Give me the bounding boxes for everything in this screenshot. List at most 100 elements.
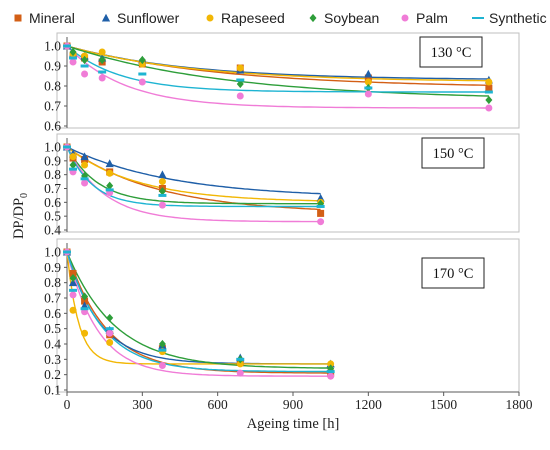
data-point-rapeseed <box>98 48 106 56</box>
data-point-mineral <box>364 74 372 82</box>
data-point-palm <box>98 74 106 82</box>
y-tick-label: 0.4 <box>44 223 61 238</box>
data-point-soybean <box>138 55 146 65</box>
data-point-synthetic <box>98 70 107 74</box>
legend-item-rapeseed: Rapeseed <box>206 10 285 26</box>
trend-line-rapeseed <box>66 251 331 365</box>
data-point-palm <box>69 58 77 66</box>
data-point-synthetic <box>69 288 78 292</box>
y-axis-label-main: DP/DP <box>11 198 27 239</box>
y-tick-label: 1.0 <box>44 245 61 260</box>
data-point-soybean <box>158 339 166 349</box>
data-point-soybean <box>158 187 166 196</box>
legend-label-rapeseed: Rapeseed <box>221 10 285 26</box>
data-point-soybean <box>106 181 114 190</box>
data-point-soybean <box>81 55 89 65</box>
data-point-synthetic <box>158 193 167 197</box>
data-point-sunflower <box>105 159 114 168</box>
y-tick-label: 0.5 <box>44 321 61 336</box>
trend-line-rapeseed <box>66 45 489 82</box>
data-point-palm <box>485 104 493 112</box>
trend-line-soybean <box>66 45 489 97</box>
data-point-mineral <box>317 209 325 217</box>
data-point-palm <box>317 218 325 226</box>
data-point-synthetic <box>63 145 71 149</box>
temperature-label: 130 °C <box>431 45 472 61</box>
trend-line-sunflower <box>66 251 331 365</box>
y-tick-label: 0.9 <box>44 260 61 275</box>
panel-2: 0.40.50.60.70.80.91.0 150 °C <box>44 133 520 238</box>
x-axis-label: Ageing time [h] <box>247 416 340 432</box>
x-tick-label: 1500 <box>430 397 457 412</box>
panel-3: 0.10.20.30.40.50.60.70.80.91.0 170 °C <box>44 238 520 398</box>
data-point-synthetic <box>364 86 373 90</box>
y-tick-label: 0.3 <box>44 352 61 367</box>
y-tick-label: 0.2 <box>44 367 61 382</box>
temperature-box <box>421 137 485 169</box>
trend-line-palm <box>66 251 331 377</box>
data-point-synthetic <box>236 78 245 82</box>
legend-item-sunflower: Sunflower <box>101 10 180 26</box>
data-point-rapeseed <box>81 161 89 169</box>
legend-label-synthetic: Synthetic <box>489 10 547 26</box>
y-tick-label: 0.7 <box>44 291 61 306</box>
data-point-rapeseed <box>69 306 77 314</box>
data-point-synthetic <box>80 177 89 181</box>
data-point-sunflower <box>158 170 167 179</box>
y-tick-label: 0.8 <box>44 275 61 290</box>
data-point-sunflower <box>68 278 78 287</box>
data-point-palm <box>81 179 89 187</box>
data-point-palm <box>364 90 372 98</box>
data-point-synthetic <box>63 250 71 254</box>
data-point-palm <box>236 369 244 377</box>
y-tick-label: 0.5 <box>44 209 61 224</box>
data-point-synthetic <box>105 188 114 192</box>
data-point-mineral <box>69 269 77 277</box>
legend-label-palm: Palm <box>416 10 448 26</box>
y-tick-label: 1.0 <box>44 140 61 155</box>
x-tick-label: 300 <box>132 397 153 412</box>
data-point-synthetic <box>63 44 71 48</box>
x-axis: 0 300 600 900 1200 1500 1800 <box>64 391 533 412</box>
data-point-rapeseed <box>485 78 493 86</box>
data-point-synthetic <box>69 56 78 60</box>
y-axis-label: DP/DP0 <box>11 193 30 239</box>
x-tick-label: 900 <box>283 397 304 412</box>
data-point-synthetic <box>80 64 89 68</box>
panel-frame <box>56 32 520 129</box>
y-tick-label: 0.1 <box>44 383 61 398</box>
data-point-rapeseed <box>69 153 77 161</box>
temperature-label: 170 °C <box>433 266 474 282</box>
data-point-mineral <box>81 297 89 305</box>
data-point-rapeseed <box>81 329 89 337</box>
trend-line-soybean <box>66 251 331 369</box>
y-tick-label: 0.8 <box>44 79 61 94</box>
data-point-synthetic <box>158 348 167 352</box>
data-point-rapeseed <box>158 178 166 186</box>
legend-item-mineral: Mineral <box>14 10 75 26</box>
trend-line-synthetic <box>66 45 489 93</box>
data-point-soybean <box>98 55 106 65</box>
data-point-synthetic <box>484 90 493 94</box>
legend-marker-sunflower <box>101 13 111 22</box>
panel-frame <box>56 133 520 233</box>
y-tick-label: 0.7 <box>44 181 61 196</box>
data-point-synthetic <box>326 370 335 374</box>
y-tick-label: 1.0 <box>44 39 61 54</box>
trend-line-palm <box>66 146 321 223</box>
y-tick-label: 0.6 <box>44 306 61 321</box>
data-point-synthetic <box>316 204 325 208</box>
legend-label-mineral: Mineral <box>29 10 75 26</box>
y-tick-label: 0.7 <box>44 99 61 114</box>
data-point-synthetic <box>80 307 89 311</box>
x-tick-label: 1200 <box>355 397 382 412</box>
data-point-soybean <box>236 79 244 89</box>
data-point-palm <box>138 78 146 86</box>
y-tick-label: 0.9 <box>44 59 61 74</box>
trend-line-synthetic <box>66 251 331 373</box>
data-point-rapeseed <box>106 169 114 177</box>
trend-line-palm <box>66 45 489 109</box>
data-point-rapeseed <box>106 338 114 346</box>
y-tick-label: 0.8 <box>44 167 61 182</box>
